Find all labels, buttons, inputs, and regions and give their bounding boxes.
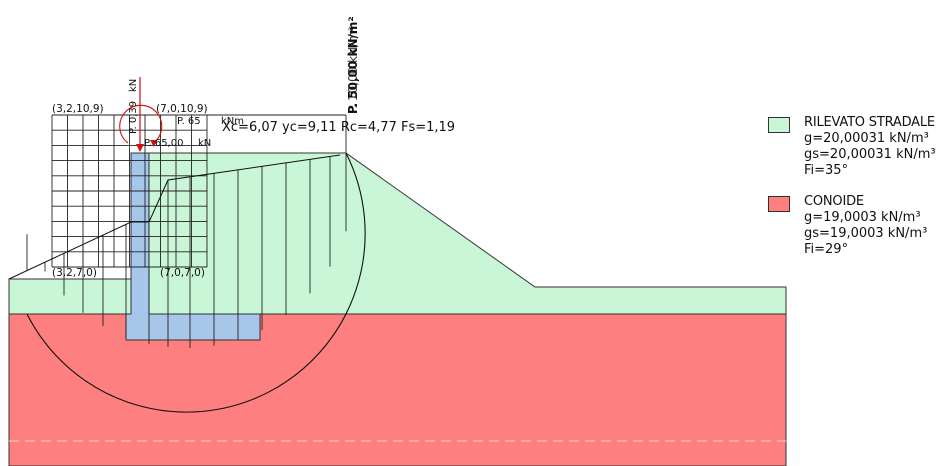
legend-item-conoide: CONOIDE g=19,0003 kN/m³ gs=19,0003 kN/m³… bbox=[768, 193, 952, 258]
grid-label-bottom-left: (3,2,7,0) bbox=[52, 267, 97, 279]
moment-arc bbox=[119, 104, 163, 145]
legend-prop-rilevato-fi: Fi=35° bbox=[804, 163, 849, 178]
legend-prop-rilevato-g: g=20,00031 kN/m³ bbox=[804, 131, 929, 146]
legend-swatch-conoide bbox=[768, 196, 790, 212]
failure-line bbox=[8, 154, 341, 280]
vertical-load-label: P. 0,39 bbox=[128, 101, 139, 134]
legend-name-rilevato: RILEVATO STRADALE bbox=[804, 115, 935, 130]
moment-load-unit: kNm bbox=[221, 116, 244, 127]
legend-prop-conoide-fi: Fi=29° bbox=[804, 242, 849, 257]
result-label: Xc=6,07 yc=9,11 Rc=4,77 Fs=1,19 bbox=[222, 120, 455, 135]
legend: RILEVATO STRADALE g=20,00031 kN/m³ gs=20… bbox=[768, 114, 952, 258]
legend-prop-conoide-gs: gs=19,0003 kN/m³ bbox=[804, 226, 928, 241]
vertical-load-unit: kN bbox=[128, 79, 139, 92]
slip-circle bbox=[26, 152, 366, 413]
moment-arrowhead bbox=[150, 140, 157, 147]
horizontal-load-label: P. 65,00 bbox=[144, 138, 183, 149]
vertical-load-arrowhead bbox=[136, 144, 144, 152]
grid-label-top-right: (7,0,10,9) bbox=[156, 103, 208, 115]
legend-prop-conoide-g: g=19,0003 kN/m³ bbox=[804, 210, 921, 225]
distributed-load-label-a: P. 50,00 kN/m² bbox=[346, 16, 360, 114]
grid-label-top-left: (3,2,10,9) bbox=[52, 103, 104, 115]
legend-name-conoide: CONOIDE bbox=[804, 194, 864, 209]
search-grid bbox=[51, 114, 347, 268]
legend-swatch-rilevato bbox=[768, 117, 790, 133]
horizontal-load-unit: kN bbox=[198, 138, 211, 149]
grid-label-bottom-right: (7,0,7,0) bbox=[160, 267, 205, 279]
legend-item-rilevato: RILEVATO STRADALE g=20,00031 kN/m³ gs=20… bbox=[768, 114, 952, 179]
slip-slices bbox=[26, 154, 347, 348]
moment-load-label: P. 65 bbox=[177, 116, 201, 127]
distributed-load-label-b: P. 10,00 kN/m² bbox=[346, 26, 360, 114]
legend-prop-rilevato-gs: gs=20,00031 kN/m³ bbox=[804, 147, 936, 162]
